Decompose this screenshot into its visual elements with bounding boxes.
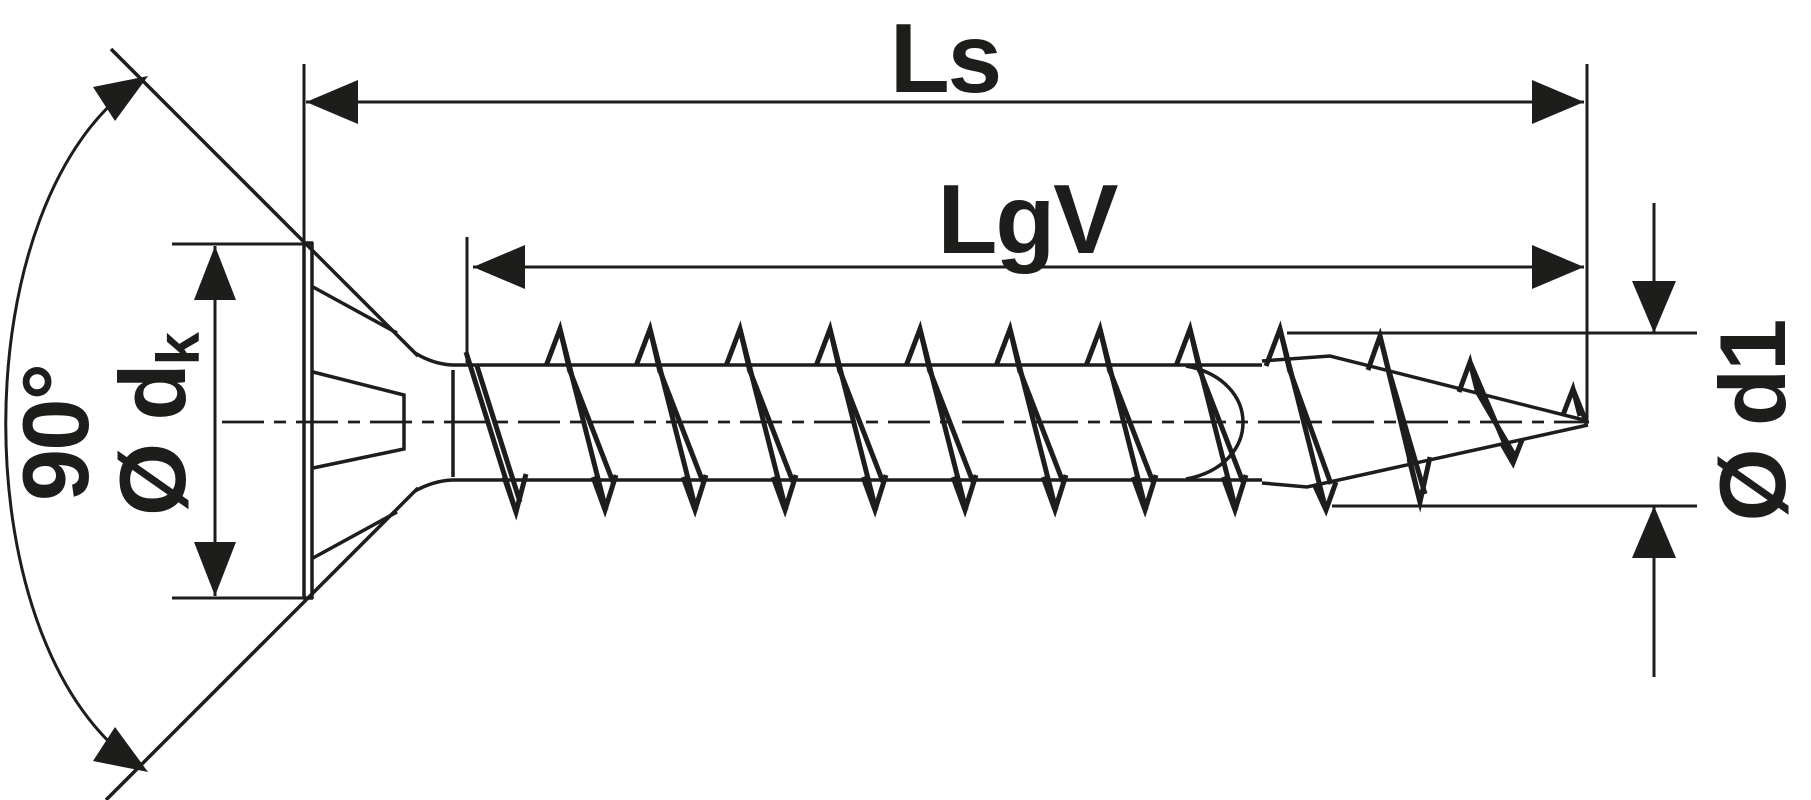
d1-arrow-bottom: [1632, 506, 1676, 558]
ls-arrow-right: [1532, 80, 1584, 124]
dimension-labels: Ls LgV 90° Ø dk Ø d1: [3, 3, 1805, 521]
thread-turn: [463, 351, 529, 521]
thread-turn: [993, 320, 1069, 518]
thread-turn: [543, 320, 619, 518]
thread-turn-tip: [1560, 380, 1590, 425]
head-diameter-label-subscript: k: [145, 331, 212, 365]
thread-turn-tip: [1365, 327, 1433, 513]
drive-recess-profile: [312, 370, 406, 470]
core-end-bulge: [1185, 364, 1245, 481]
thread-turn: [1263, 320, 1339, 517]
core-diameter-label: Ø d1: [1700, 321, 1805, 522]
thread-turn: [723, 320, 799, 518]
head-diameter-label-prefix: Ø d: [100, 365, 205, 516]
dk-arrow-top: [194, 246, 236, 300]
d1-arrow-top: [1632, 281, 1676, 333]
lgv-arrow-left: [473, 245, 525, 289]
head-rim-upper: [312, 285, 398, 335]
thread-turn: [813, 320, 889, 518]
dimension-arrowheads: [93, 76, 1676, 772]
lgv-arrow-right: [1532, 245, 1584, 289]
head-neck-fillet-bottom: [414, 478, 453, 493]
head-cone-upper-line: [109, 47, 420, 358]
thread-turn: [1173, 320, 1249, 518]
dk-arrow-bottom: [194, 542, 236, 596]
tip-lower-line: [1261, 423, 1589, 489]
thread-length-label: LgV: [937, 164, 1118, 274]
tip-upper-line: [1261, 354, 1589, 423]
thread-turn: [903, 320, 979, 518]
head-cone-lower-line: [104, 486, 420, 800]
head-neck-fillet-top: [414, 351, 453, 367]
thread-turn-tip: [1456, 353, 1525, 469]
thread: [463, 320, 1590, 521]
head-diameter-label: Ø dk: [100, 331, 212, 516]
head-rim-lower: [312, 510, 398, 560]
screw-outline: [104, 47, 1589, 800]
head-angle-label: 90°: [3, 365, 108, 501]
thread-turn: [1083, 320, 1159, 518]
extension-lines: [172, 64, 1697, 600]
angle-dimension-arc: [4, 77, 144, 771]
angle-arc-arrow-bottom: [93, 727, 148, 772]
ls-arrow-left: [306, 80, 358, 124]
angle-arc-arrow-top: [93, 76, 148, 121]
thread-turn: [633, 320, 709, 518]
total-length-label: Ls: [890, 3, 1000, 113]
